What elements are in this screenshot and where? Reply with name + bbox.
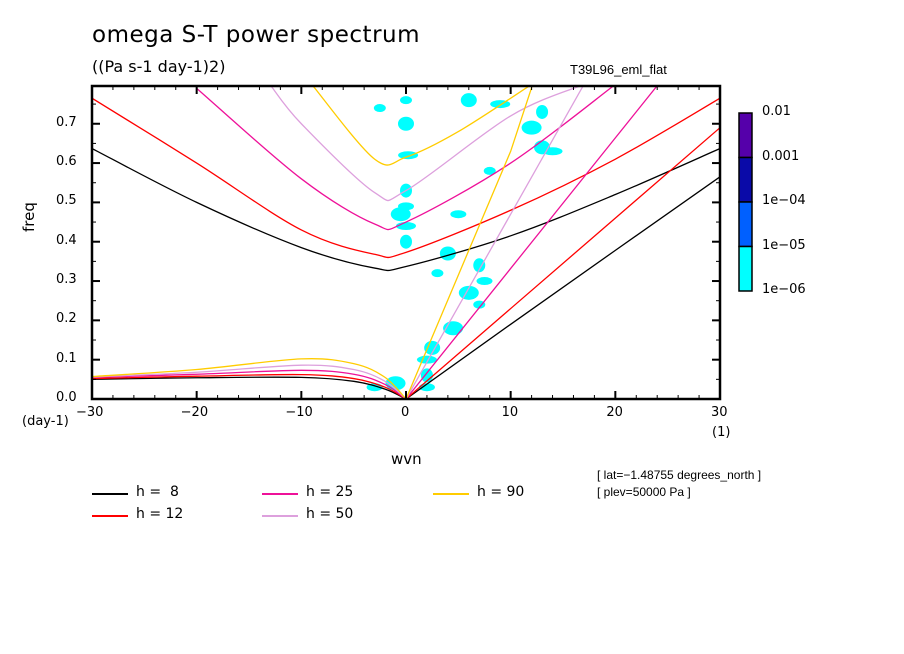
- colorbar-label: 1e−06: [762, 282, 806, 297]
- curve-ig-h8: [92, 147, 720, 272]
- power-blob: [390, 207, 411, 222]
- colorbar-segment: [738, 156, 753, 203]
- legend-label: h = 12: [136, 506, 184, 522]
- power-blob: [431, 269, 444, 278]
- axis-ticks: [91, 86, 721, 400]
- latitude-info: [ lat=−1.48755 degrees_north ]: [597, 468, 762, 482]
- chart-title: omega S-T power spectrum: [92, 22, 421, 48]
- curve-kelvin-h25: [405, 86, 658, 399]
- x-tick-label: −30: [76, 405, 104, 420]
- colorbar-label: 0.01: [762, 104, 791, 119]
- power-blob: [400, 234, 412, 249]
- power-blob: [483, 166, 496, 175]
- chart-subtitle-units: ((Pa s-1 day-1)2): [92, 57, 226, 76]
- x-tick-label: 0: [401, 405, 410, 420]
- x-tick-label: 10: [501, 405, 519, 420]
- run-label: T39L96_eml_flat: [570, 62, 667, 77]
- power-blob: [460, 93, 477, 108]
- y-tick-label: 0.7: [56, 114, 77, 130]
- curve-rossby-h12: [92, 373, 407, 399]
- x-axis-unit: (1): [712, 425, 731, 440]
- curve-ig-h90: [312, 86, 531, 166]
- colorbar-segment: [738, 245, 753, 292]
- curve-kelvin-h50: [405, 86, 584, 399]
- colorbar-segment: [738, 201, 753, 248]
- y-tick-label: 0.1: [56, 350, 77, 366]
- y-tick-label: 0.4: [56, 232, 77, 248]
- power-blob: [473, 258, 486, 273]
- curve-kelvin-h12: [405, 127, 720, 399]
- legend-label: h = 90: [477, 484, 525, 500]
- curve-kelvin-h8: [405, 176, 720, 399]
- curve-ig-h50: [270, 86, 582, 202]
- power-blob: [473, 300, 486, 309]
- y-axis-label: freq: [20, 202, 38, 232]
- power-blob: [450, 210, 467, 219]
- power-field: [366, 93, 563, 392]
- x-tick-label: 20: [606, 405, 623, 420]
- power-blob: [476, 277, 493, 286]
- colorbar: [738, 112, 753, 292]
- power-blob: [398, 151, 419, 160]
- legend-label: h = 8: [136, 484, 179, 500]
- colorbar-label: 0.001: [762, 148, 800, 164]
- x-tick-label: 30: [711, 405, 728, 420]
- curve-kelvin-h90: [405, 86, 533, 399]
- dispersion-curves: [92, 86, 720, 399]
- legend-label: h = 25: [306, 484, 354, 500]
- power-blob: [536, 104, 549, 119]
- pressure-level-info: [ plev=50000 Pa ]: [597, 485, 691, 499]
- x-axis-label: wvn: [391, 450, 422, 468]
- y-tick-label: 0.0: [56, 390, 77, 405]
- y-tick-label: 0.3: [56, 272, 77, 288]
- power-blob: [424, 340, 441, 355]
- colorbar-label: 1e−04: [762, 193, 806, 208]
- x-tick-label: −10: [285, 405, 313, 420]
- colorbar-segment: [738, 112, 753, 159]
- legend-swatches: [92, 493, 469, 517]
- curve-rossby-h50: [92, 364, 407, 399]
- curve-ig-h25: [196, 86, 615, 231]
- colorbar-label: 1e−05: [762, 237, 806, 253]
- y-tick-label: 0.2: [56, 311, 77, 327]
- power-blob: [400, 96, 412, 105]
- y-tick-label: 0.5: [56, 193, 77, 209]
- y-axis-unit: (day-1): [22, 414, 69, 429]
- curve-ig-h12: [92, 97, 720, 259]
- power-blob: [521, 120, 542, 135]
- y-tick-label: 0.6: [56, 154, 77, 170]
- curve-rossby-h90: [92, 358, 407, 399]
- curve-rossby-h8: [92, 376, 407, 399]
- power-blob: [373, 104, 386, 113]
- legend-label: h = 50: [306, 506, 354, 522]
- x-tick-label: −20: [180, 405, 209, 420]
- power-blob: [398, 116, 414, 131]
- curve-rossby-h25: [92, 369, 407, 399]
